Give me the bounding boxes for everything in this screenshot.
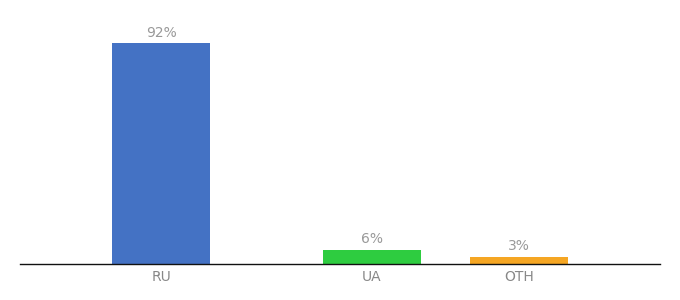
Bar xyxy=(470,257,568,264)
Bar xyxy=(323,250,421,264)
Text: 3%: 3% xyxy=(508,239,530,253)
Text: 92%: 92% xyxy=(146,26,176,40)
Text: 6%: 6% xyxy=(361,232,383,246)
Bar xyxy=(112,43,210,264)
